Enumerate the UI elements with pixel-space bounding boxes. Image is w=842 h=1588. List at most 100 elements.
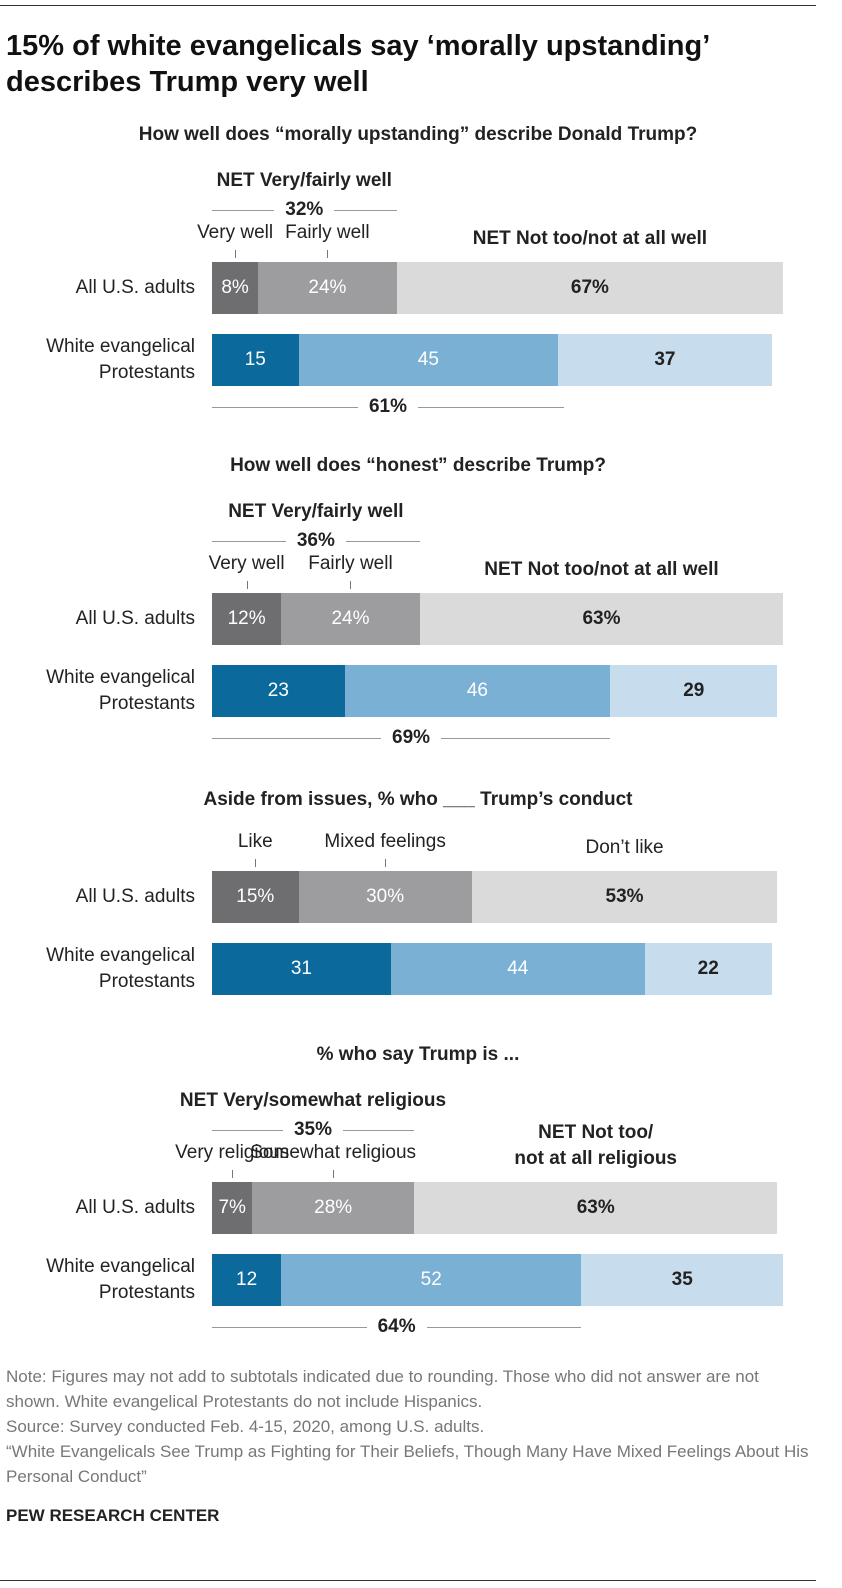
value-label: 63% (582, 608, 621, 629)
panel-title: How well does “honest” describe Trump? (230, 455, 606, 476)
net-line (212, 210, 275, 211)
net-line (212, 541, 286, 542)
bar-segment (390, 943, 645, 995)
legend-label: NET Not too/ not at all religious (514, 1122, 677, 1169)
legend-tick (327, 250, 329, 258)
value-label: 63% (576, 1197, 615, 1218)
net-line (334, 210, 397, 211)
value-label: 29 (683, 680, 705, 701)
value-label: 22 (697, 958, 719, 979)
legend-tick (255, 859, 257, 867)
bar-segment (212, 871, 299, 923)
bar-segment (212, 943, 391, 995)
legend-tick (350, 581, 352, 589)
value-label: 53% (605, 886, 644, 907)
value-label: 45 (417, 349, 439, 370)
legend-label: Fairly well (285, 222, 370, 243)
value-label: 23 (267, 680, 289, 701)
net-value: 32% (285, 199, 324, 220)
net-line (212, 407, 358, 408)
net-line (441, 738, 611, 739)
legend-label: Very well (197, 222, 274, 243)
legend-tick (235, 250, 237, 258)
net-label: NET Very/fairly well (228, 501, 404, 522)
value-label: 15% (236, 886, 275, 907)
page-title: 15% of white evangelicals say ‘morally u… (6, 30, 709, 98)
legend-label: Fairly well (308, 553, 393, 574)
value-label: 15 (244, 349, 266, 370)
bar-segment (471, 871, 778, 923)
net-value: 61% (368, 396, 407, 417)
value-label: 28% (314, 1197, 353, 1218)
panel-title: % who say Trump is ... (316, 1044, 520, 1065)
category-label: White evangelical Protestants (46, 945, 195, 992)
panel-title: Aside from issues, % who ___ Trump’s con… (203, 789, 633, 810)
category-label: White evangelical Protestants (46, 336, 195, 383)
bottom-rule (0, 1580, 816, 1581)
bar-segment (258, 262, 397, 314)
bar-segment (413, 1182, 778, 1234)
value-label: 24% (331, 608, 370, 629)
value-label: 8% (221, 277, 249, 298)
panel-title: How well does “morally upstanding” descr… (138, 124, 698, 145)
net-line (212, 738, 382, 739)
legend-tick (333, 1170, 335, 1178)
net-label: NET Very/fairly well (216, 170, 392, 191)
bar-segment (212, 262, 259, 314)
net-value: 64% (377, 1316, 416, 1337)
legend-label: Don’t like (585, 837, 664, 858)
value-label: 46 (466, 680, 488, 701)
footer: PEW RESEARCH CENTER (6, 1506, 220, 1525)
category-label: White evangelical Protestants (46, 1256, 195, 1303)
bar-segment (344, 665, 611, 717)
value-label: 12% (227, 608, 266, 629)
bar-segment (298, 334, 559, 386)
bar-segment (212, 1254, 282, 1306)
bar-segment (558, 334, 772, 386)
legend-label: NET Not too/not at all well (472, 228, 708, 249)
bar-segment (396, 262, 784, 314)
legend-label: NET Not too/not at all well (484, 559, 719, 580)
legend-tick (385, 859, 387, 867)
net-value: 35% (293, 1119, 332, 1140)
category-label: All U.S. adults (75, 277, 195, 298)
value-label: 24% (308, 277, 347, 298)
bar-segment (581, 1254, 784, 1306)
value-label: 35 (671, 1269, 693, 1290)
net-line (342, 1130, 414, 1131)
bar-segment (212, 593, 282, 645)
net-line (212, 1327, 367, 1328)
value-label: 31 (290, 958, 312, 979)
legend-label: Like (237, 831, 273, 852)
bar-segment (281, 1254, 582, 1306)
net-line (345, 541, 420, 542)
value-label: 67% (570, 277, 609, 298)
legend-label: Somewhat religious (250, 1142, 417, 1163)
bar-segment (419, 593, 784, 645)
bar-segment (298, 871, 472, 923)
note: Note: Figures may not add to subtotals i… (6, 1367, 759, 1411)
value-label: 37 (654, 349, 676, 370)
net-line (426, 1327, 582, 1328)
legend-label: Very well (208, 553, 285, 574)
bar-segment (644, 943, 772, 995)
legend-tick (232, 1170, 234, 1178)
net-line (417, 407, 564, 408)
category-label: All U.S. adults (75, 886, 195, 907)
bar-segment (281, 593, 420, 645)
category-label: White evangelical Protestants (46, 667, 195, 714)
top-rule (0, 5, 816, 6)
value-label: 52 (420, 1269, 442, 1290)
value-label: 12 (236, 1269, 258, 1290)
bar-segment (212, 1182, 253, 1234)
value-label: 44 (507, 958, 529, 979)
legend-label: Very religious (175, 1142, 290, 1163)
bar-segment (212, 665, 345, 717)
bar-segment (610, 665, 778, 717)
category-label: All U.S. adults (75, 1197, 195, 1218)
report-title: “White Evangelicals See Trump as Fightin… (6, 1442, 809, 1486)
value-label: 7% (218, 1197, 246, 1218)
value-label: 30% (366, 886, 405, 907)
category-label: All U.S. adults (75, 608, 195, 629)
net-value: 69% (392, 727, 431, 748)
